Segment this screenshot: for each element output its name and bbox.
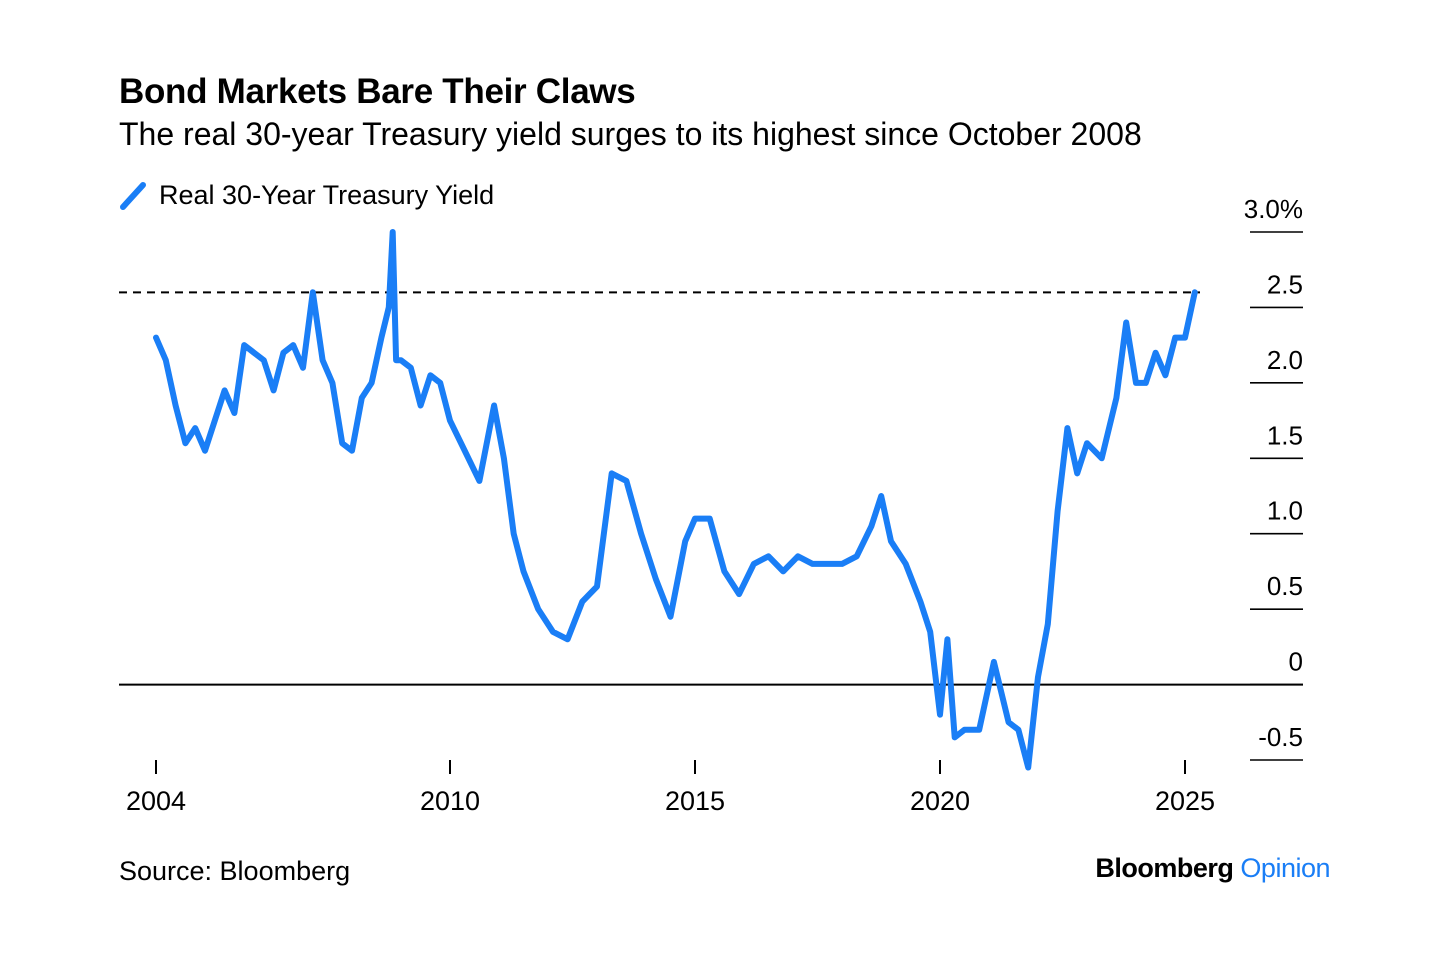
y-tick-label: 1.0 <box>1267 496 1303 526</box>
chart-title: Bond Markets Bare Their Claws <box>119 72 636 111</box>
y-tick-label: -0.5 <box>1258 722 1303 752</box>
x-tick-label: 2004 <box>126 786 186 816</box>
series-line <box>153 229 1198 771</box>
brand-accent: Opinion <box>1240 853 1330 883</box>
brand-main: Bloomberg <box>1095 853 1234 883</box>
y-tick-label: 1.5 <box>1267 420 1303 450</box>
chart-subtitle: The real 30-year Treasury yield surges t… <box>119 116 1142 152</box>
y-tick-label: 3.0% <box>1244 194 1303 224</box>
legend-line-icon <box>120 181 146 210</box>
brand-logo: Bloomberg Opinion <box>1095 853 1330 884</box>
y-tick-label: 0.5 <box>1267 571 1303 601</box>
series-group <box>153 229 1198 771</box>
y-axis: 3.0% 2.5 2.0 1.5 1.0 0.5 0 -0.5 <box>1244 194 1303 761</box>
y-tick-label: 2.5 <box>1267 269 1303 299</box>
y-tick-label: 0 <box>1289 647 1303 677</box>
legend: Real 30-Year Treasury Yield <box>119 180 494 211</box>
x-tick-label: 2010 <box>420 786 480 816</box>
x-tick-label: 2020 <box>910 786 970 816</box>
x-tick-label: 2015 <box>665 786 725 816</box>
x-axis: 2004 2010 2015 2020 2025 <box>126 760 1215 816</box>
reference-lines <box>119 291 1303 686</box>
source-note: Source: Bloomberg <box>119 856 351 886</box>
legend-label: Real 30-Year Treasury Yield <box>159 180 495 210</box>
x-tick-label: 2025 <box>1155 786 1215 816</box>
y-tick-label: 2.0 <box>1267 345 1303 375</box>
